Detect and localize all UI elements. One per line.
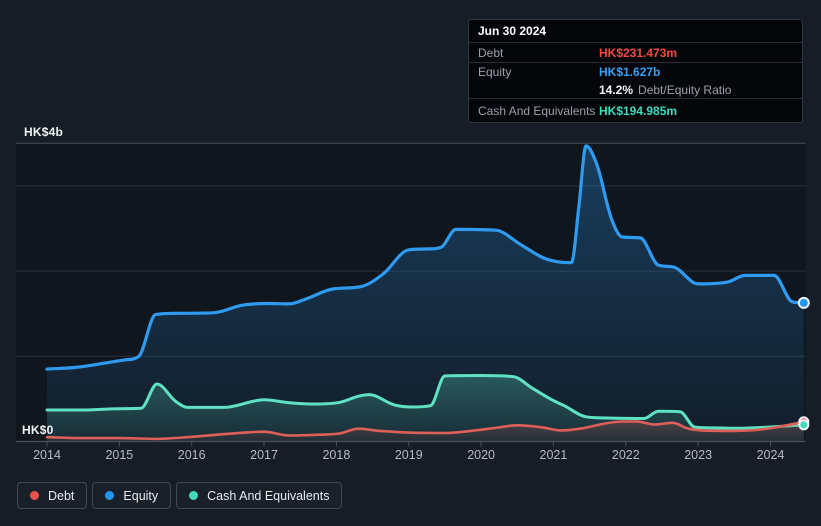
tooltip-equity-label: Equity xyxy=(478,65,512,79)
cash-legend-dot xyxy=(189,491,199,500)
debt-equity-ratio-row: 14.2% Debt/Equity Ratio xyxy=(469,81,802,98)
x-axis-year-label: 2019 xyxy=(394,448,423,462)
tooltip-debt-label: Debt xyxy=(478,45,504,60)
chart-plot-area[interactable] xyxy=(0,0,821,470)
tooltip-equity-value: HK$1.627b xyxy=(599,65,661,79)
y-axis-zero-label: HK$0 xyxy=(22,423,54,437)
equity-legend-label: Equity xyxy=(123,488,159,503)
x-axis-year-label: 2018 xyxy=(322,448,351,462)
tooltip-divider xyxy=(469,98,802,99)
x-axis-year-label: 2024 xyxy=(756,448,785,462)
equity-area xyxy=(47,145,804,442)
x-axis-year-label: 2017 xyxy=(250,448,278,462)
tooltip-divider xyxy=(469,42,802,43)
legend-item-cash[interactable]: Cash And Equivalents xyxy=(176,482,343,509)
tooltip-cash-label: Cash And Equivalents xyxy=(478,103,596,118)
legend-item-debt[interactable]: Debt xyxy=(17,482,88,509)
equity-end-dot xyxy=(797,296,810,309)
tooltip-cash-value: HK$194.985m xyxy=(599,103,678,118)
x-axis-year-label: 2016 xyxy=(177,448,206,462)
chart-legend: Debt Equity Cash And Equivalents xyxy=(17,482,343,509)
debt-equity-ratio-value: 14.2% xyxy=(599,82,634,97)
chart-tooltip: Jun 30 2024 Debt HK$231.473m Equity HK$1… xyxy=(468,19,803,123)
equity-legend-dot xyxy=(105,491,115,500)
debt-equity-ratio-label: Debt/Equity Ratio xyxy=(638,82,732,97)
tooltip-divider xyxy=(469,62,802,63)
cash-legend-label: Cash And Equivalents xyxy=(207,488,330,503)
y-axis-max-label: HK$4b xyxy=(24,125,64,139)
legend-item-equity[interactable]: Equity xyxy=(92,482,172,509)
x-axis-year-label: 2023 xyxy=(684,448,713,462)
tooltip-debt-value: HK$231.473m xyxy=(599,45,678,60)
tooltip-debt-row: Debt HK$231.473m xyxy=(469,43,802,62)
tooltip-equity-row: Equity HK$1.627b xyxy=(469,63,802,81)
cash-end-dot xyxy=(798,419,810,431)
tooltip-date: Jun 30 2024 xyxy=(478,24,547,38)
debt-legend-dot xyxy=(30,491,39,500)
x-axis-year-label: 2021 xyxy=(539,448,568,462)
x-axis-year-label: 2014 xyxy=(33,448,61,462)
tooltip-cash-row: Cash And Equivalents HK$194.985m xyxy=(469,99,802,122)
x-axis-year-label: 2020 xyxy=(467,448,495,462)
x-axis-year-label: 2022 xyxy=(611,448,640,462)
cash-and-equivalents-line xyxy=(45,374,806,430)
equity-line xyxy=(45,144,806,371)
debt-area xyxy=(47,421,804,442)
debt-legend-label: Debt xyxy=(48,488,75,503)
debt-line xyxy=(45,420,806,441)
x-axis-year-label: 2015 xyxy=(105,448,134,462)
